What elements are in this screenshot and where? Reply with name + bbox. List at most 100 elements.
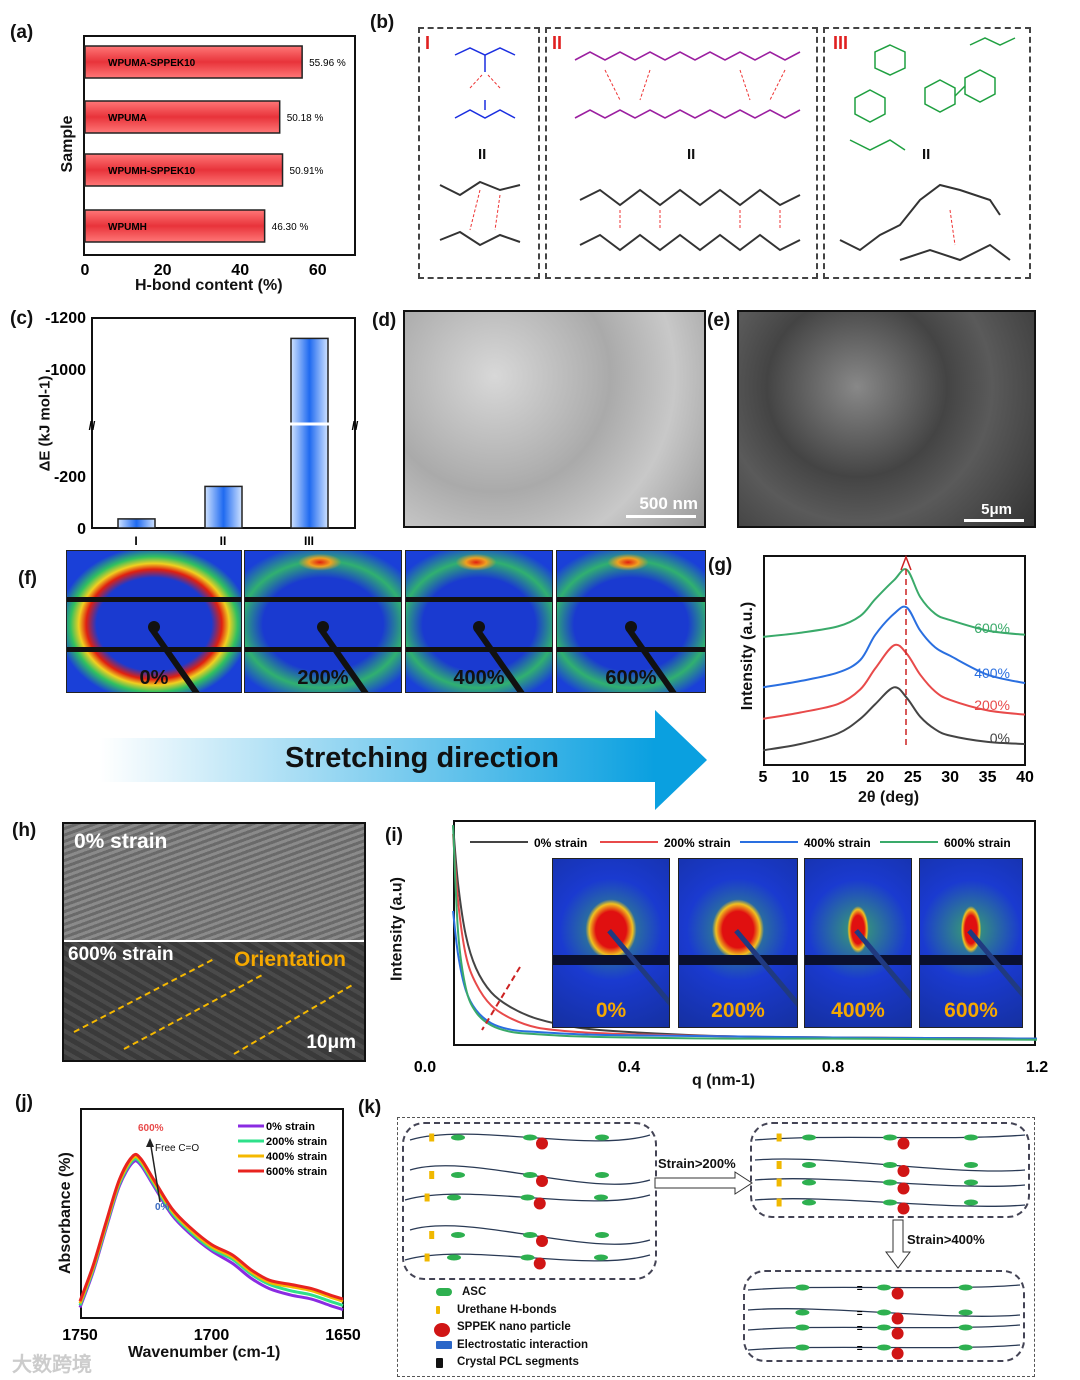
urethane-hbond bbox=[776, 1133, 782, 1142]
asc-marker bbox=[451, 1172, 465, 1178]
asc-marker bbox=[964, 1134, 978, 1141]
x-tick-label: 1.2 bbox=[1026, 1059, 1048, 1076]
asc-marker bbox=[447, 1194, 461, 1201]
sppek-particle bbox=[891, 1312, 904, 1325]
asc-marker bbox=[520, 1254, 535, 1261]
urethane-hbond bbox=[776, 1178, 782, 1187]
sppek-particle bbox=[536, 1175, 548, 1187]
series-line-200 bbox=[762, 643, 1026, 720]
x-tick-label: 60 bbox=[309, 262, 327, 279]
waxs-strain-label: 400% bbox=[453, 667, 505, 689]
asc-marker bbox=[964, 1179, 978, 1186]
waxs-pattern-0: 0% bbox=[66, 550, 242, 693]
chart-i-xlabel: q (nm-1) bbox=[692, 1072, 756, 1089]
urethane-hbond bbox=[429, 1231, 435, 1239]
asc-marker bbox=[795, 1284, 810, 1291]
bar-value-label: 50.18 % bbox=[287, 113, 324, 124]
legend-label: 600% strain bbox=[266, 1166, 327, 1178]
x-tick-label: 0.0 bbox=[414, 1059, 436, 1076]
asc-marker bbox=[523, 1232, 537, 1238]
waxs-strain-label: 600% bbox=[605, 667, 657, 689]
chart-g-frame bbox=[763, 555, 1026, 766]
panel-label-e: (e) bbox=[707, 310, 731, 331]
b-equals-3: II bbox=[922, 146, 931, 163]
waxs-strain-label: 200% bbox=[297, 667, 349, 689]
sppek-particle bbox=[897, 1182, 910, 1195]
asc-marker bbox=[795, 1344, 810, 1351]
asc-marker bbox=[883, 1199, 897, 1206]
legend-label: 0% strain bbox=[534, 836, 587, 850]
tem-image: 500 nm bbox=[403, 310, 706, 528]
asc-marker bbox=[877, 1344, 891, 1351]
chart-j-xlabel: Wavenumber (cm-1) bbox=[128, 1344, 281, 1361]
urethane-hbond bbox=[776, 1198, 782, 1207]
sppek-particle bbox=[891, 1327, 904, 1340]
series-line-600strain bbox=[452, 825, 1038, 1041]
j-annot-0: 0% bbox=[155, 1202, 170, 1213]
panel-label-i: (i) bbox=[385, 825, 403, 846]
asc-marker bbox=[883, 1162, 897, 1168]
legend-label: 200% strain bbox=[266, 1136, 327, 1148]
asc-marker bbox=[523, 1134, 537, 1141]
x-tick-label: 0.4 bbox=[618, 1059, 640, 1076]
bar-I bbox=[117, 518, 156, 529]
series-label: 600% bbox=[974, 620, 1010, 636]
k-network-0 bbox=[402, 1122, 657, 1280]
x-tick-label: III bbox=[304, 534, 314, 548]
strain-200-arrow bbox=[654, 1171, 753, 1195]
axis-break-left: // bbox=[89, 419, 96, 433]
urethane-hbond bbox=[429, 1133, 435, 1142]
free-co-arrow bbox=[149, 1139, 161, 1203]
crystal-pcl-segment: = bbox=[857, 1309, 863, 1320]
x-tick-label: 1750 bbox=[62, 1327, 98, 1344]
asc-marker bbox=[520, 1194, 535, 1201]
legend-label: 0% strain bbox=[266, 1121, 315, 1133]
h-orientation-label: Orientation bbox=[234, 948, 347, 971]
x-tick-label: 20 bbox=[154, 262, 172, 279]
series-line-600strain bbox=[78, 1152, 344, 1302]
asc-marker bbox=[523, 1172, 537, 1178]
x-tick-label: 40 bbox=[231, 262, 249, 279]
series-label: 200% bbox=[974, 697, 1010, 713]
asc-marker bbox=[883, 1179, 897, 1186]
x-tick-label: 25 bbox=[904, 769, 922, 786]
sppek-particle bbox=[897, 1165, 910, 1177]
asc-marker bbox=[958, 1344, 973, 1351]
k-network-400 bbox=[743, 1270, 1025, 1362]
strain-400-arrow bbox=[885, 1219, 911, 1269]
tem-scalebar-label: 500 nm bbox=[639, 494, 698, 513]
bar-category-label: WPUMA-SPPEK10 bbox=[108, 58, 196, 69]
bar-III bbox=[290, 337, 329, 529]
y-tick-label: -1000 bbox=[45, 362, 86, 379]
j-annot-600: 600% bbox=[138, 1123, 164, 1134]
panel-label-a: (a) bbox=[10, 22, 34, 43]
asc-icon bbox=[436, 1288, 452, 1296]
b-label-iii: III bbox=[833, 33, 849, 53]
asc-marker bbox=[595, 1172, 609, 1178]
h-top-label: 0% strain bbox=[74, 830, 168, 853]
asc-marker bbox=[958, 1324, 973, 1331]
b-equals-1: II bbox=[478, 146, 487, 163]
asc-marker bbox=[594, 1194, 608, 1201]
asc-marker bbox=[595, 1232, 609, 1238]
crystal-pcl-segment: = bbox=[857, 1344, 863, 1355]
x-tick-label: 5 bbox=[759, 769, 768, 786]
waxs-pattern-200: 200% bbox=[244, 550, 402, 693]
asc-marker bbox=[877, 1324, 891, 1331]
sppek-particle bbox=[536, 1235, 548, 1247]
waxs-strain-label: 0% bbox=[139, 667, 169, 689]
asc-marker bbox=[877, 1284, 891, 1291]
legend-label: 600% strain bbox=[944, 836, 1011, 850]
chart-g-xlabel: 2θ (deg) bbox=[858, 789, 920, 806]
asc-marker bbox=[802, 1134, 816, 1141]
asc-marker bbox=[451, 1232, 465, 1238]
saxs-strain-label: 600% bbox=[944, 999, 998, 1022]
sppek-particle bbox=[897, 1202, 910, 1215]
bar-wpumh-sppek10 bbox=[84, 153, 284, 187]
orientation-arrows bbox=[73, 958, 355, 1055]
sem-strain-image: 0% strain 600% strain Orientation 10μm bbox=[62, 822, 366, 1062]
k-frame bbox=[397, 1117, 1035, 1377]
